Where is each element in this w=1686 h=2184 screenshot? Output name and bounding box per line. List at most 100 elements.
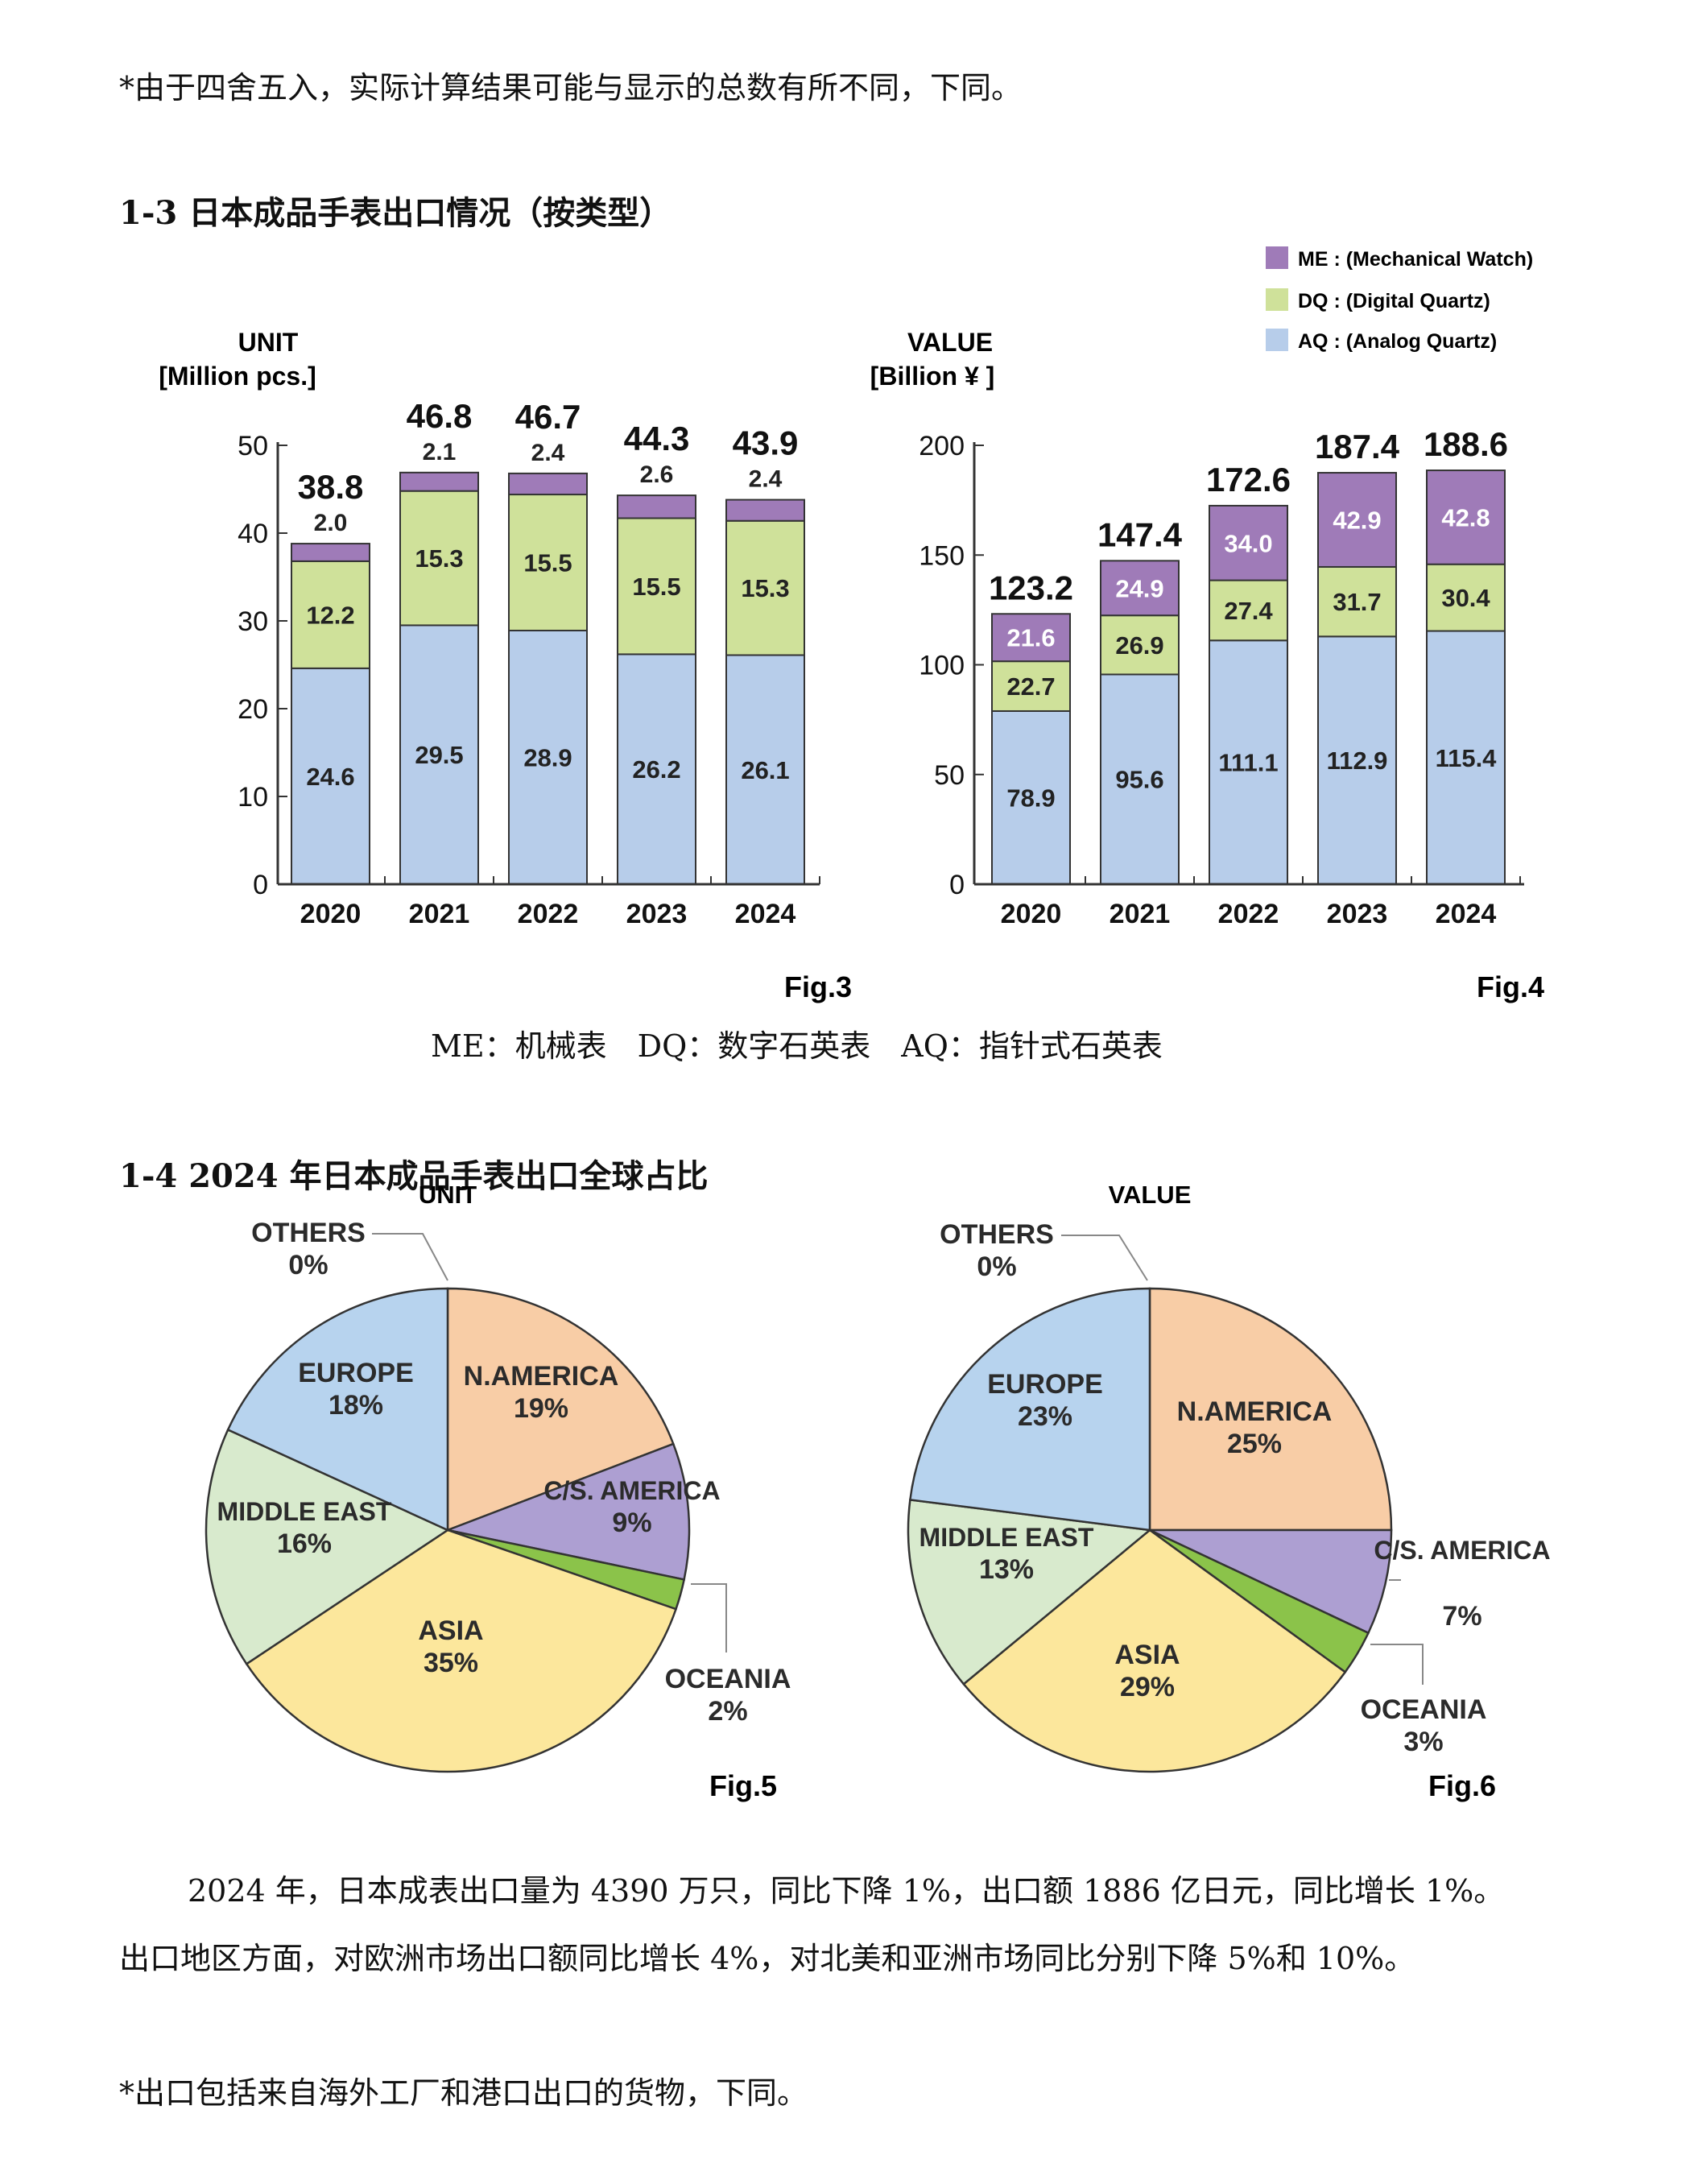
fig6-label-namerica: N.AMERICA [1177, 1396, 1333, 1427]
fig4-xtick-2020: 2020 [1001, 899, 1062, 929]
fig4-ylabel: VALUE [907, 328, 993, 357]
fig4-label-dq-2020: 22.7 [1006, 672, 1055, 701]
fig3-label-dq-2021: 15.3 [415, 544, 463, 573]
fig4-label-dq-2023: 31.7 [1333, 588, 1381, 616]
legend-swatch-me [1266, 246, 1288, 269]
fig3-total-2022: 46.7 [515, 398, 581, 436]
bottom-note: *出口包括来自海外工厂和港口出口的货物，下同。 [119, 2075, 808, 2111]
fig5-label-asia: ASIA [418, 1615, 483, 1646]
fig3-label-dq-2023: 15.5 [632, 573, 680, 601]
fig5-labels: OTHERS 0% EUROPE 18% N.AMERICA 19% C/S. … [217, 1218, 791, 1727]
fig4-ytick-0: 0 [949, 870, 965, 900]
fig5-label-oceania: OCEANIA [665, 1664, 791, 1694]
fig3-bar-dq-2020 [291, 560, 370, 669]
fig6-leader-others [1061, 1235, 1148, 1281]
fig3-ytick-40: 40 [238, 519, 268, 549]
fig3-ytick-10: 10 [238, 782, 268, 813]
fig4-total-2024: 188.6 [1424, 425, 1508, 463]
fig6-label-csamerica: C/S. AMERICA [1374, 1536, 1550, 1565]
fig5-slice-middleeast [205, 1428, 450, 1665]
fig5-pct-others: 0% [288, 1250, 328, 1280]
legend-label-me: ME : (Mechanical Watch) [1298, 248, 1533, 271]
fig4-label-aq-2022: 111.1 [1218, 749, 1278, 777]
fig4-bar-me-2020 [991, 613, 1071, 663]
fig5-slice-europe [226, 1287, 449, 1532]
legend: ME : (Mechanical Watch) DQ : (Digital Qu… [1266, 246, 1533, 353]
fig3-bars: 24.6 12.2 2.0 38.8 29.5 15.3 2.1 46.8 28.9 15.5 2.… [291, 397, 805, 885]
fig4-total-2023: 187.4 [1315, 428, 1400, 465]
fig3-bar-aq-2024 [725, 654, 805, 885]
fig4-xtick-2022: 2022 [1218, 899, 1279, 929]
fig4-label-me-2023: 42.9 [1333, 507, 1381, 535]
fig3-ytick-0: 0 [253, 870, 268, 900]
fig6-label-europe: EUROPE [987, 1369, 1103, 1400]
fig4-label-aq-2021: 95.6 [1115, 766, 1163, 794]
fig6-pct-asia: 29% [1120, 1672, 1175, 1702]
fig4-xtick-2023: 2023 [1327, 899, 1388, 929]
fig3-xtick-2021: 2021 [409, 899, 470, 929]
type-caption: ME：机械表 DQ：数字石英表 AQ：指针式石英表 [431, 1028, 1163, 1064]
top-note: *由于四舍五入，实际计算结果可能与显示的总数有所不同，下同。 [119, 70, 1023, 105]
fig3-label-me-2022: 2.4 [531, 440, 565, 466]
fig4-bar-aq-2023 [1317, 635, 1397, 885]
fig6-labels: OTHERS 0% EUROPE 23% N.AMERICA 25% C/S. … [919, 1219, 1551, 1757]
fig3-ytick-50: 50 [238, 431, 268, 461]
paragraph-line-2: 出口地区方面，对欧洲市场出口额同比增长 4%，对北美和亚洲市场同比分别下降 5%… [119, 1941, 1415, 1976]
fig5-label-csamerica: C/S. AMERICA [543, 1476, 720, 1505]
fig3-bar-dq-2022 [508, 494, 588, 631]
fig4-value-chart: VALUE [Billion ¥ ] 78.9 22.7 21.6 123.2 95.6… [870, 328, 1544, 1003]
fig3-xtick-2022: 2022 [518, 899, 579, 929]
fig4-bar-aq-2024 [1426, 630, 1506, 885]
fig4-label-me-2020: 21.6 [1006, 624, 1055, 652]
fig3-bar-dq-2024 [725, 519, 805, 656]
fig4-ytick-150: 150 [919, 540, 965, 571]
fig3-ytick-20: 20 [238, 694, 268, 725]
fig3-label-me-2023: 2.6 [640, 461, 674, 488]
fig5-label-others: OTHERS [251, 1218, 366, 1248]
fig6-pct-middleeast: 13% [979, 1554, 1034, 1585]
fig3-total-2023: 44.3 [624, 420, 690, 457]
fig4-bar-dq-2023 [1317, 565, 1397, 638]
fig5-title: UNIT [419, 1181, 477, 1209]
fig5-label-middleeast: MIDDLE EAST [217, 1497, 392, 1526]
fig4-ylabel-unit: [Billion ¥ ] [870, 362, 995, 391]
fig4-bar-dq-2020 [991, 660, 1071, 712]
fig6-slice-europe [908, 1287, 1151, 1532]
fig6-label-others: OTHERS [940, 1219, 1054, 1250]
fig5-label-namerica: N.AMERICA [464, 1361, 619, 1392]
fig3-label-dq-2024: 15.3 [741, 574, 789, 602]
legend-label-aq: AQ : (Analog Quartz) [1298, 330, 1497, 353]
fig6-label-middleeast: MIDDLE EAST [919, 1523, 1094, 1552]
fig6-pct-oceania: 3% [1403, 1727, 1443, 1757]
paragraph-line-1: 2024 年，日本成表出口量为 4390 万只，同比下降 1%，出口额 1886… [188, 1873, 1505, 1909]
fig4-bar-dq-2021 [1100, 614, 1180, 676]
fig4-xtick-2024: 2024 [1436, 899, 1497, 929]
fig4-total-2021: 147.4 [1097, 515, 1183, 553]
fig6-slice-namerica [1148, 1287, 1393, 1532]
fig4-label-aq-2024: 115.4 [1436, 744, 1498, 772]
fig5-slice-csamerica [444, 1442, 691, 1581]
fig4-bar-me-2022 [1209, 504, 1288, 581]
fig3-bar-me-2021 [399, 471, 479, 492]
fig6-slices [907, 1287, 1393, 1773]
fig4-label-me-2022: 34.0 [1224, 529, 1272, 557]
fig4-ytick-100: 100 [919, 651, 965, 681]
fig3-ylabel: UNIT [238, 328, 299, 357]
fig3-ylabel-unit: [Million pcs.] [159, 362, 316, 391]
fig3-axes: 2020 2021 2022 2023 2024 0 10 20 30 40 50 [238, 431, 820, 929]
fig4-label-me-2021: 24.9 [1115, 574, 1163, 602]
fig5-unit-pie: UNIT OTHERS 0% EUROPE 18% N.AMERICA 19% … [205, 1181, 791, 1802]
fig6-value-pie: VALUE OTHERS 0% EUROPE 23% N.AMERICA 25%… [907, 1181, 1551, 1802]
fig4-bar-aq-2022 [1209, 639, 1288, 885]
fig3-bar-dq-2023 [617, 517, 696, 656]
fig3-ytick-30: 30 [238, 606, 268, 637]
fig6-pct-namerica: 25% [1227, 1429, 1282, 1459]
fig5-leader-lines [372, 1233, 727, 1652]
fig6-label-oceania: OCEANIA [1361, 1694, 1487, 1725]
fig3-bar-me-2022 [508, 472, 588, 496]
fig3-xtick-2020: 2020 [300, 899, 362, 929]
fig3-total-2021: 46.8 [407, 397, 473, 435]
fig6-leader-oceania [1370, 1644, 1424, 1685]
fig3-label-dq-2022: 15.5 [523, 549, 572, 577]
